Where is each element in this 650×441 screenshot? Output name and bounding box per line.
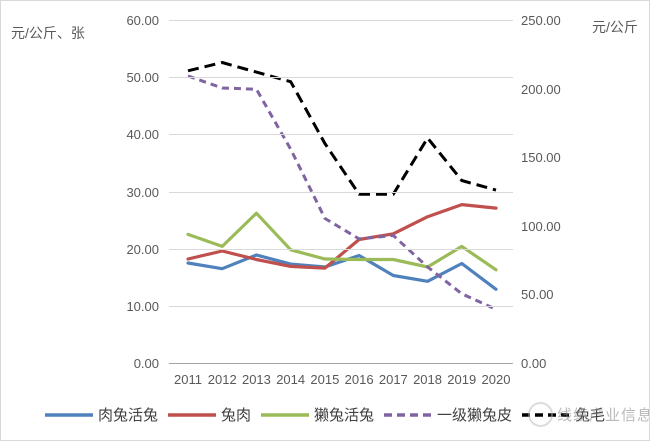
legend-label: 肉兔活兔 [97, 407, 158, 424]
chart-legend: 肉兔活兔 兔肉 獭兔活兔 一级獭兔皮 兔毛 [1, 404, 649, 425]
y-axis-right-tick-label: 50.00 [521, 287, 554, 303]
legend-line-swatch-icon [260, 412, 309, 417]
x-axis-tick-label: 2011 [174, 372, 202, 387]
legend-line-swatch-icon [522, 412, 571, 417]
legend-label: 一级獭兔皮 [437, 407, 513, 424]
gridline [169, 249, 513, 250]
x-axis-tick-label: 2017 [378, 372, 408, 387]
line-series-4 [187, 61, 497, 196]
x-axis-tick-label: 2014 [276, 372, 306, 387]
x-axis-tick-label: 2012 [207, 372, 237, 387]
legend-item-0: 肉兔活兔 [44, 404, 158, 425]
gridline [169, 306, 513, 307]
legend-line-swatch-icon [384, 412, 432, 417]
x-axis-tick-label: 2019 [447, 372, 477, 387]
legend-item-2: 獭兔活兔 [260, 404, 374, 425]
legend-label: 獭兔活兔 [313, 407, 374, 424]
x-axis-tick-label: 2015 [310, 372, 340, 387]
y-axis-right-tick-label: 100.00 [521, 218, 561, 234]
x-axis-tick-label: 2016 [344, 372, 374, 387]
plot-area [169, 20, 513, 364]
gridline [169, 192, 513, 193]
y-axis-right-tick-label: 0.00 [521, 356, 547, 371]
y-axis-left-tick-label: 40.00 [126, 127, 159, 143]
y-axis-right-tick-label: 250.00 [521, 13, 561, 28]
legend-label: 兔肉 [220, 407, 251, 424]
gridline [169, 20, 513, 21]
left-axis-unit-label: 元/公斤、张 [11, 25, 85, 41]
legend-item-4: 兔毛 [522, 404, 605, 425]
line-chart [186, 61, 498, 311]
y-axis-right-tick-label: 200.00 [521, 81, 561, 97]
y-axis-left-tick-label: 50.00 [126, 70, 159, 86]
x-axis-tick-label: 2013 [241, 372, 271, 387]
line-series-1 [186, 203, 498, 270]
line-series-2 [186, 211, 498, 272]
y-axis-left-tick-label: 10.00 [126, 298, 159, 314]
right-axis-unit-label: 元/公斤 [592, 19, 638, 35]
y-axis-left-tick-label: 30.00 [126, 184, 159, 200]
gridline [169, 77, 513, 78]
y-axis-left-tick-label: 60.00 [126, 13, 159, 28]
legend-label: 兔毛 [575, 407, 606, 424]
legend-item-1: 兔肉 [167, 404, 251, 425]
legend-line-swatch-icon [167, 412, 216, 417]
line-series-0 [186, 253, 498, 291]
legend-item-3: 一级獭兔皮 [384, 404, 512, 425]
y-axis-left-tick-label: 0.00 [133, 356, 159, 371]
legend-line-swatch-icon [44, 412, 93, 417]
y-axis-right-tick-label: 150.00 [521, 150, 561, 166]
x-axis-line [169, 363, 513, 364]
x-axis-tick-label: 2018 [413, 372, 442, 387]
x-axis-tick-label: 2020 [481, 372, 511, 387]
gridline [169, 134, 513, 135]
line-series-3 [187, 74, 497, 311]
y-axis-left-tick-label: 20.00 [126, 241, 159, 257]
